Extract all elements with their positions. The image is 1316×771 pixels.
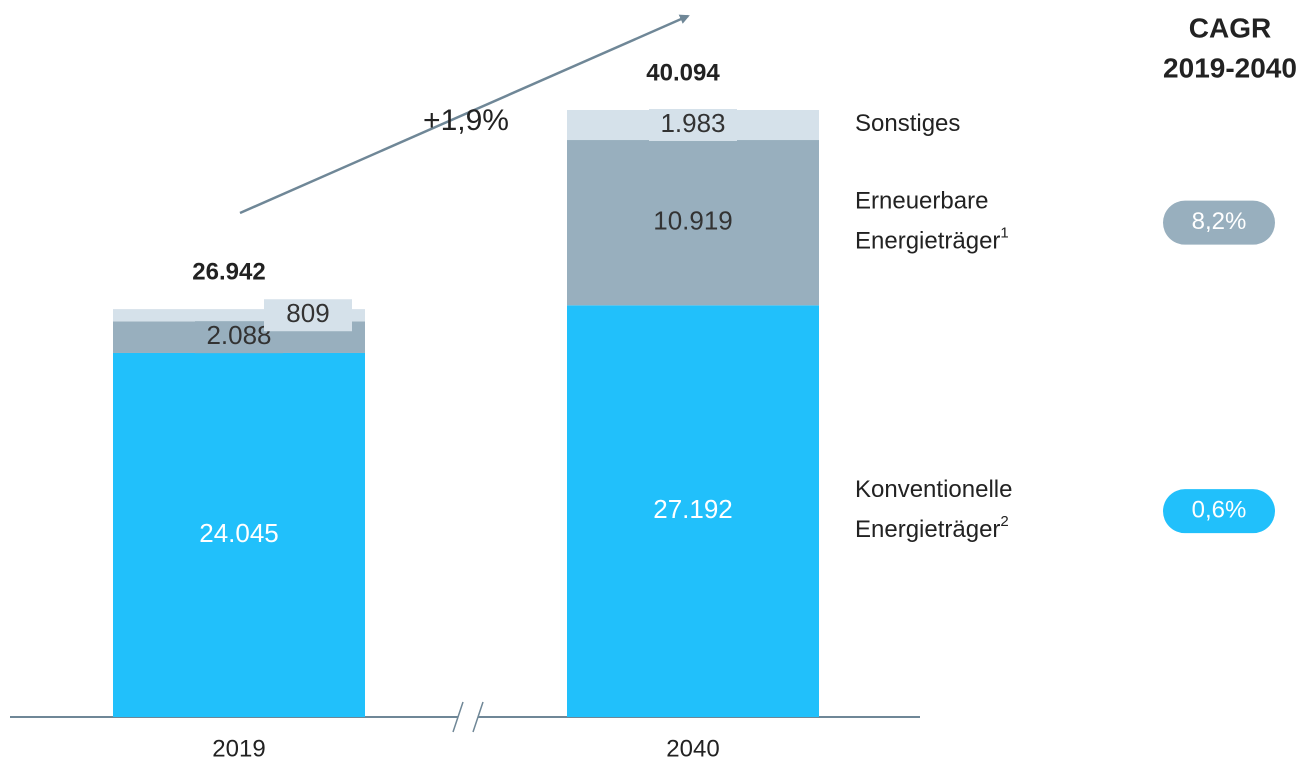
cagr-pill xyxy=(1163,200,1275,245)
label-box xyxy=(264,299,352,332)
bar-segment xyxy=(567,140,819,306)
cagr-label: 0,6% xyxy=(1192,497,1247,524)
total-label: 40.094 xyxy=(646,59,720,86)
x-tick-label: 2019 xyxy=(212,735,265,762)
legend-line: Energieträger xyxy=(855,228,1000,255)
legend-line: Energieträger xyxy=(855,517,1000,544)
data-label: 10.919 xyxy=(653,206,733,236)
data-label: 1.983 xyxy=(660,108,725,138)
legend-line: Sonstiges xyxy=(855,110,960,137)
cagr-title: 2019-2040 xyxy=(1163,52,1297,83)
total-label: 26.942 xyxy=(192,258,265,285)
data-label: 809 xyxy=(286,298,329,328)
cagr-title: CAGR xyxy=(1189,12,1271,43)
data-label: 27.192 xyxy=(653,494,733,524)
label-box xyxy=(649,109,737,142)
growth-annotation: +1,9% xyxy=(423,104,509,137)
legend-line: Konventionelle xyxy=(855,477,1012,504)
axis-break-gap xyxy=(458,705,478,729)
data-label: 2.088 xyxy=(206,320,271,350)
footnote-mark: 2 xyxy=(1000,513,1008,530)
data-label: 24.045 xyxy=(199,518,279,548)
x-tick-label: 2040 xyxy=(666,735,719,762)
cagr-pill xyxy=(1163,489,1275,534)
cagr-label: 8,2% xyxy=(1192,208,1247,235)
axis-break xyxy=(472,701,484,733)
legend-label: Sonstiges xyxy=(855,110,960,137)
legend-line: Erneuerbare xyxy=(855,188,988,215)
bar-segment xyxy=(113,352,365,717)
axis-break xyxy=(452,701,464,733)
legend-label: Erneuerbare Energieträger1 xyxy=(855,188,1009,255)
growth-arrow xyxy=(239,14,690,215)
legend-label: Konventionelle Energieträger2 xyxy=(855,477,1012,544)
bar-segment xyxy=(567,305,819,717)
footnote-mark: 1 xyxy=(1000,225,1008,242)
